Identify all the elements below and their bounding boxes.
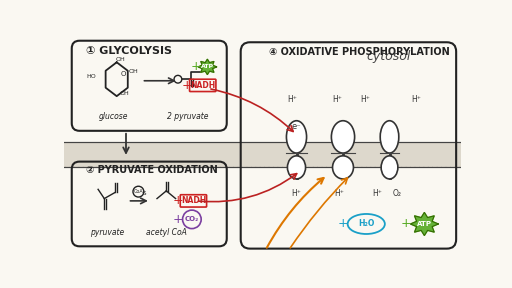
Text: glucose: glucose [99,112,129,121]
Text: +: + [173,213,183,226]
Ellipse shape [381,156,398,179]
Text: +: + [182,79,193,92]
Ellipse shape [331,121,355,153]
Text: cytosol: cytosol [366,50,411,63]
Circle shape [183,210,201,229]
Text: acetyl CoA: acetyl CoA [146,228,187,237]
Text: NADH: NADH [181,196,206,205]
Text: H⁺: H⁺ [332,95,342,104]
Ellipse shape [380,121,399,153]
Text: CoA: CoA [134,189,143,194]
Text: OH: OH [115,57,125,62]
Polygon shape [198,59,217,75]
Text: O₂: O₂ [393,189,402,198]
Text: +: + [338,217,348,230]
Text: H⁺: H⁺ [412,95,421,104]
Text: H⁺: H⁺ [360,95,370,104]
Ellipse shape [286,121,307,153]
Text: O: O [120,71,125,77]
Text: 2 pyruvate: 2 pyruvate [167,112,209,121]
Ellipse shape [332,156,353,179]
Text: CO₂: CO₂ [185,216,199,222]
Text: S: S [143,191,146,196]
Text: +: + [173,194,183,207]
Text: NADH: NADH [190,81,216,90]
Text: H⁺: H⁺ [372,189,382,198]
Text: OH: OH [129,69,139,74]
Text: H⁺: H⁺ [334,189,344,198]
Text: pyruvate: pyruvate [90,228,124,237]
Text: ① GLYCOLYSIS: ① GLYCOLYSIS [86,46,172,56]
Text: ATP: ATP [417,221,432,227]
Bar [64,142,461,167]
Text: H⁺: H⁺ [291,189,302,198]
Text: ② PYRUVATE OXIDATION: ② PYRUVATE OXIDATION [86,166,218,175]
Text: H⁺: H⁺ [287,95,297,104]
Text: +: + [400,217,411,230]
Text: +: + [190,60,201,73]
Polygon shape [411,213,438,236]
Circle shape [133,186,144,197]
Circle shape [174,75,182,83]
Ellipse shape [287,156,306,179]
Text: H₂O: H₂O [358,219,374,228]
Text: e⁻: e⁻ [291,122,301,130]
Text: OH: OH [120,91,130,96]
Text: ATP: ATP [201,65,214,69]
Text: ④ OXIDATIVE PHOSPHORYLATION: ④ OXIDATIVE PHOSPHORYLATION [269,47,450,57]
Text: HO: HO [87,74,97,79]
